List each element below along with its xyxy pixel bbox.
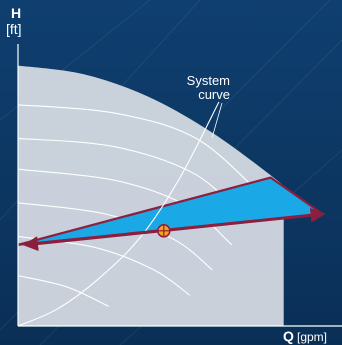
x-axis-label: Q xyxy=(283,328,294,344)
system-curve-label: System curve xyxy=(186,73,230,102)
operating-point xyxy=(157,224,171,238)
system-curve xyxy=(17,101,220,327)
y-axis-unit: [ft] xyxy=(6,21,22,37)
max-performance-area xyxy=(18,65,285,326)
system-curve-leader xyxy=(211,102,223,139)
speed-curve-6 xyxy=(17,275,109,307)
x-axis-unit: [gpm] xyxy=(297,330,328,344)
speed-curve-1 xyxy=(17,104,262,195)
control-range-arrow xyxy=(23,207,326,252)
y-axis-label: H xyxy=(11,5,22,21)
